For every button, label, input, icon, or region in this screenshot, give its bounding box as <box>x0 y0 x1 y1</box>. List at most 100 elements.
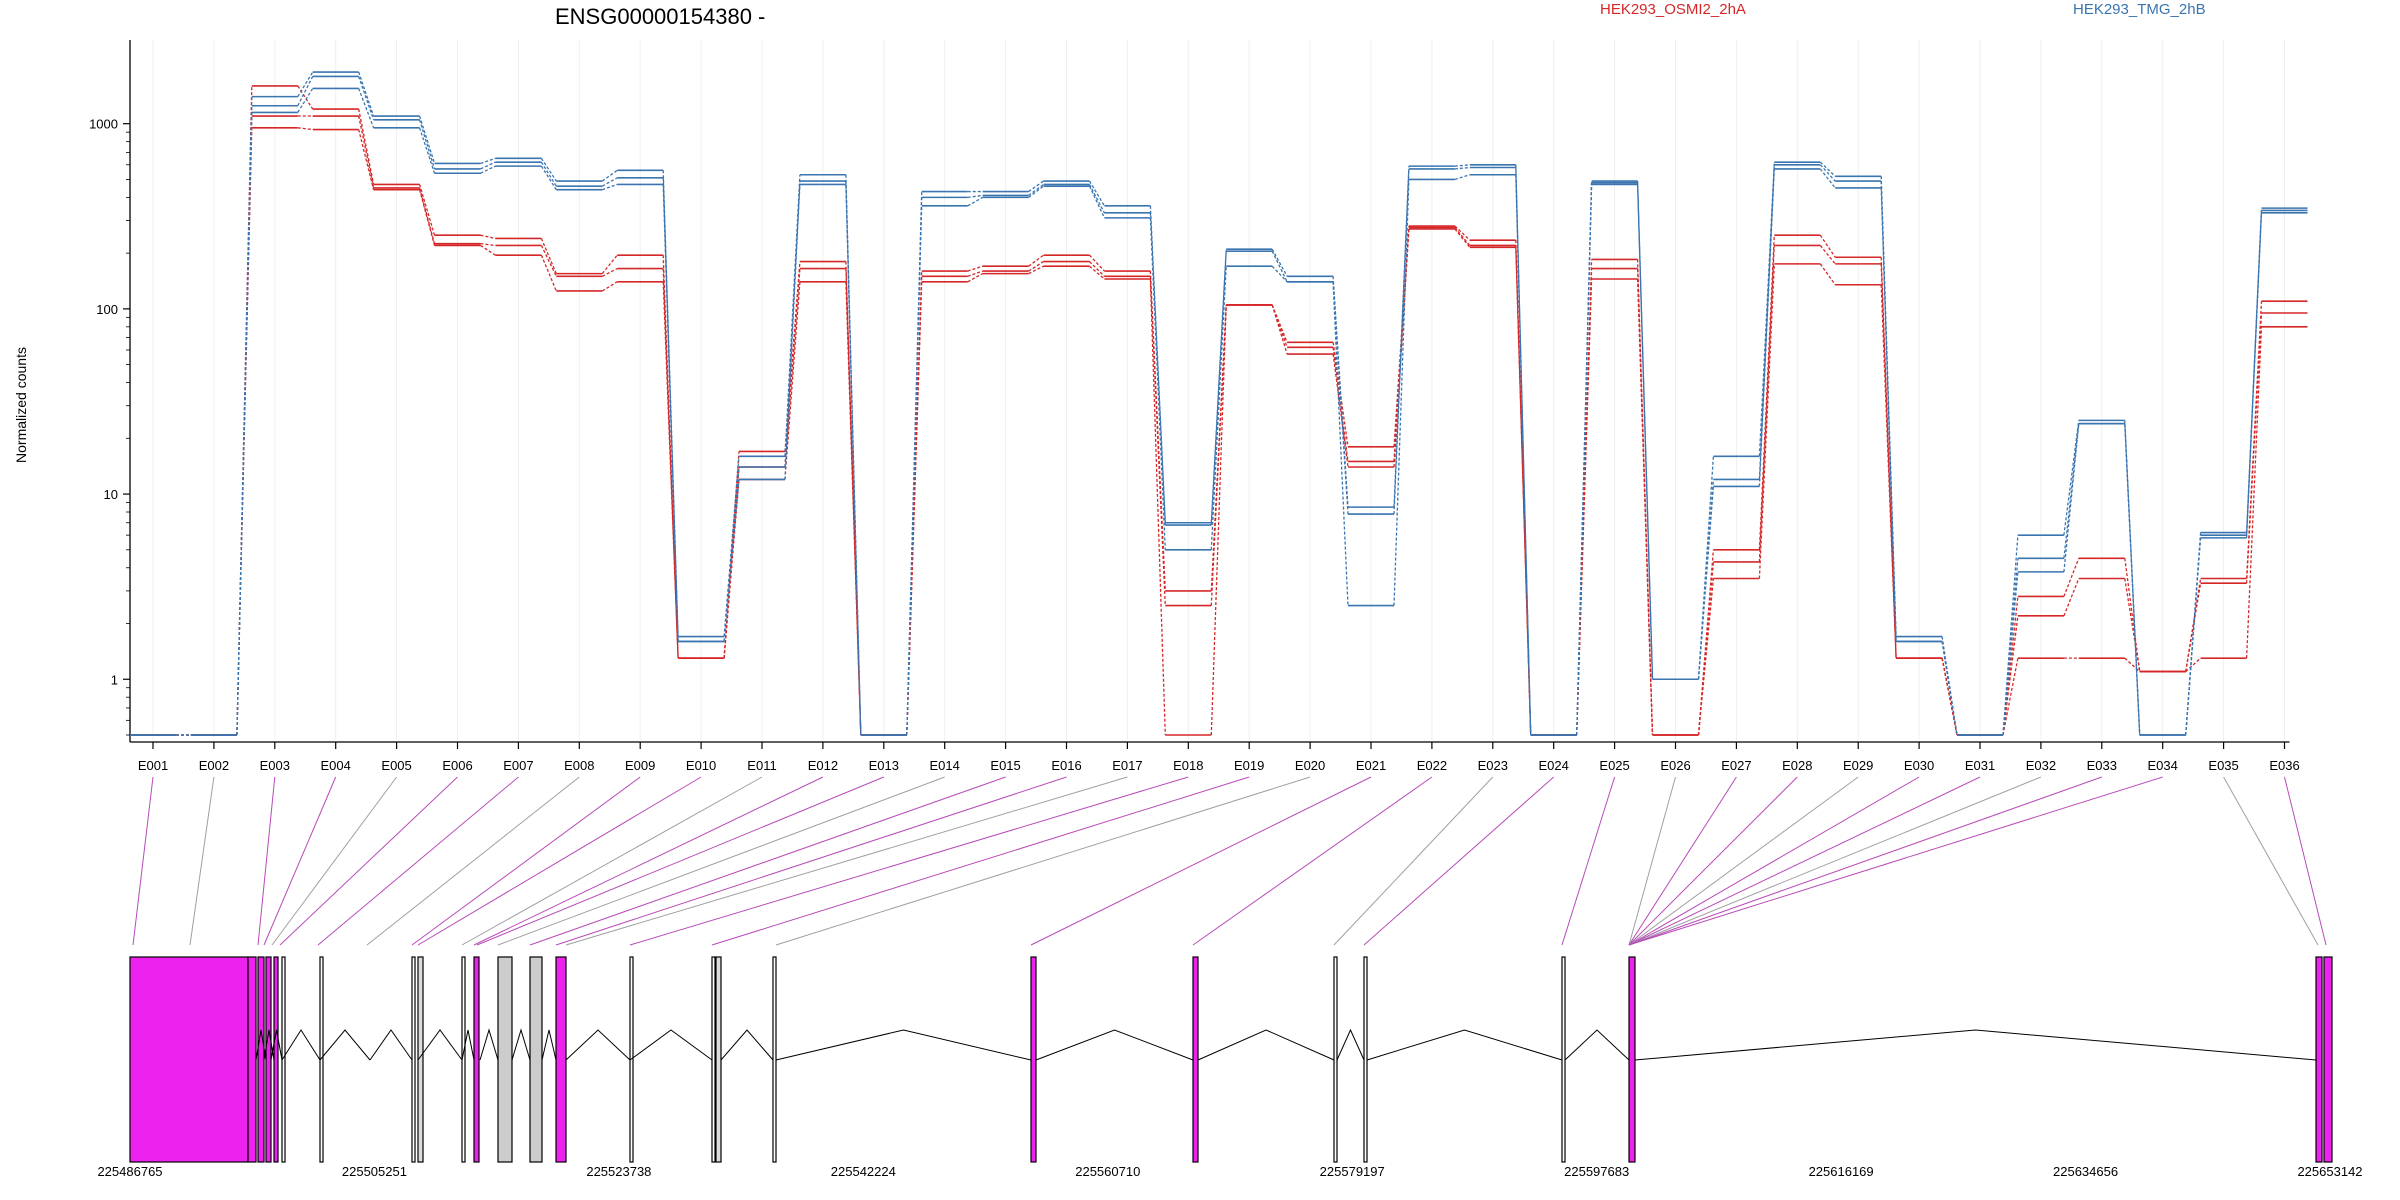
x-tick-label-e015: E015 <box>990 758 1020 773</box>
gene-model <box>129 956 2333 1163</box>
series-4-connector <box>2002 535 2019 736</box>
intron-line <box>629 1029 713 1061</box>
chart-title: ENSG00000154380 - <box>555 4 765 29</box>
x-tick-label-e017: E017 <box>1112 758 1142 773</box>
series-3-connector <box>967 273 983 283</box>
intron-line <box>369 1029 413 1061</box>
exon-connector <box>711 776 1250 946</box>
series-1-connector <box>540 238 557 274</box>
x-axis: E001 E002 E003 E004 E005 E006 E007 E008 E009 E010… <box>130 741 2300 773</box>
intron-line <box>319 1029 371 1061</box>
exon-connector <box>279 776 458 946</box>
series-5-connector <box>967 194 983 199</box>
legend-series-2: HEK293_TMG_2hB <box>2073 1 2206 18</box>
series-2-connector <box>358 115 375 189</box>
series-6-connector <box>1515 174 1532 736</box>
series-2 <box>130 115 2308 736</box>
series-2-connector <box>1210 304 1227 606</box>
series-1-connector <box>480 234 496 240</box>
genomic-tick-label: 225634656 <box>2053 1164 2118 1179</box>
intron-line <box>775 1029 1032 1061</box>
series-3-connector <box>1149 278 1166 736</box>
x-tick-label-e029: E029 <box>1843 758 1873 773</box>
exon-connector <box>317 776 519 946</box>
genomic-axis: 225486765 225505251 225523738 225542224 2255… <box>97 1164 2362 1179</box>
intron-line <box>1336 1028 1365 1061</box>
series-6-connector <box>480 165 496 174</box>
series-6-connector <box>967 196 983 207</box>
series-1-connector <box>2063 558 2080 597</box>
series-6-connector <box>1880 187 1897 642</box>
exon-connector <box>257 776 276 946</box>
exon-block <box>1561 956 1566 1163</box>
exon-connector <box>461 776 763 946</box>
series-3-connector <box>2124 657 2141 673</box>
x-tick-label-e006: E006 <box>442 758 472 773</box>
genomic-tick-label: 225523738 <box>586 1164 651 1179</box>
exon-connector <box>476 776 884 946</box>
series-1-connector <box>1089 254 1105 272</box>
x-tick-label-e004: E004 <box>321 758 351 773</box>
y-tick-label: 100 <box>96 302 118 317</box>
series-1-connector <box>358 108 375 185</box>
exon-connector <box>417 776 702 946</box>
series-2-connector <box>2002 615 2019 736</box>
series-5-connector <box>1393 168 1410 515</box>
x-tick-label-e010: E010 <box>686 758 716 773</box>
series-6-connector <box>2002 571 2019 736</box>
exon-connector <box>1628 776 2042 946</box>
series-6-connector <box>1332 281 1349 606</box>
series-5-connector <box>1758 164 1775 480</box>
series-5-connector <box>2002 558 2019 736</box>
series-2-connector <box>1515 245 1532 736</box>
exon-connector <box>2284 776 2327 946</box>
series-3-connector <box>662 281 679 659</box>
y-tick-label: 1 <box>111 672 118 687</box>
series-6-connector <box>418 127 436 174</box>
intron-line <box>1197 1029 1335 1061</box>
exon-connector <box>555 776 1067 946</box>
series-2-connector <box>1089 261 1105 277</box>
series-6-connector <box>2124 423 2141 736</box>
series-2-connector <box>2124 578 2141 672</box>
exon-block <box>273 956 279 1163</box>
series-1-connector <box>2002 596 2019 736</box>
exon-block <box>1363 956 1368 1163</box>
exon-block <box>2315 956 2323 1163</box>
series-3-connector <box>1332 354 1349 468</box>
exon-connector <box>497 776 945 946</box>
series-5-connector <box>1880 181 1897 642</box>
series-4-connector <box>1271 248 1288 277</box>
series-4-connector <box>1454 164 1470 167</box>
series-3-connector <box>358 129 375 190</box>
intron-line <box>1035 1029 1194 1061</box>
exon-connector <box>1628 776 2163 946</box>
series-5-connector <box>1210 251 1227 526</box>
series-4-connector <box>1941 636 1958 736</box>
exon-connector <box>271 776 398 946</box>
genomic-tick-label: 225653142 <box>2297 1164 2362 1179</box>
series-6-connector <box>1088 185 1105 219</box>
x-tick-label-e025: E025 <box>1599 758 1629 773</box>
exon-connector <box>565 776 1128 946</box>
series-5-connector <box>1088 184 1105 214</box>
series-1-connector <box>967 265 983 272</box>
exon-block <box>1030 956 1037 1163</box>
series-2-connector <box>540 245 557 277</box>
series-6-connector <box>1028 185 1044 198</box>
x-tick-label-e035: E035 <box>2208 758 2238 773</box>
exon-block <box>473 956 480 1163</box>
x-tick-label-e005: E005 <box>381 758 411 773</box>
x-tick-label-e007: E007 <box>503 758 533 773</box>
x-tick-label-e036: E036 <box>2269 758 2299 773</box>
series-3-connector <box>1880 284 1897 659</box>
intron-line <box>1634 1029 2317 1061</box>
series-2-connector <box>1149 276 1166 606</box>
x-tick-label-e030: E030 <box>1904 758 1934 773</box>
series-2-connector <box>602 268 618 277</box>
genomic-tick-label: 225505251 <box>342 1164 407 1179</box>
genomic-tick-label: 225486765 <box>97 1164 162 1179</box>
series-6-connector <box>1576 184 1593 736</box>
exon-connector <box>1628 776 1798 946</box>
